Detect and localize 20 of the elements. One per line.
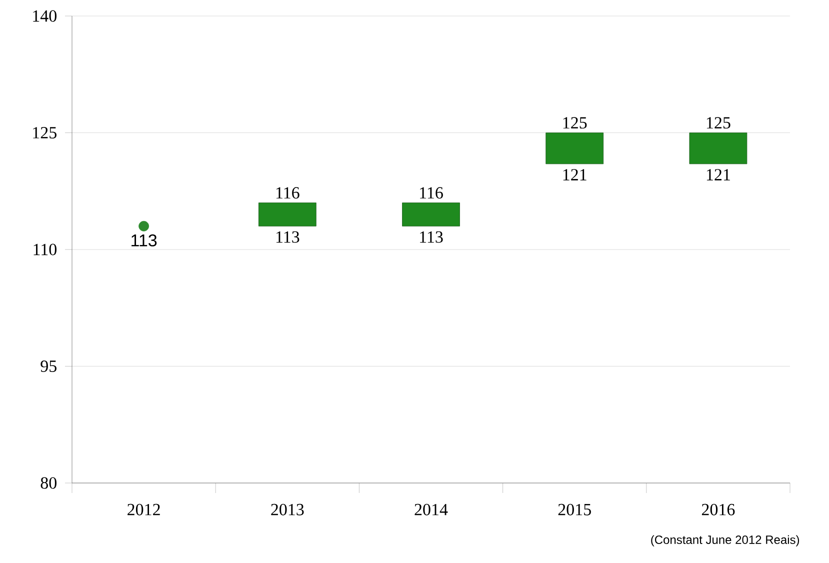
annotation: 113 — [420, 231, 443, 243]
x-tick-label: 2015 — [558, 504, 591, 516]
annotation: 113 — [132, 234, 157, 246]
x-tick-label: 2012 — [128, 504, 160, 516]
annotation: 113 — [276, 231, 300, 243]
x-tick-label: 2016 — [702, 504, 735, 516]
annotation: 116 — [276, 187, 300, 199]
y-tick-label: 125 — [33, 127, 56, 138]
x-tick-label: 2013 — [271, 504, 304, 516]
y-tick-label: 140 — [33, 10, 56, 22]
text: (Constant June 2012 Reais) — [651, 535, 800, 546]
annotation: 121 — [706, 169, 730, 180]
annotation: 125 — [706, 117, 730, 129]
y-tick-label: 110 — [34, 244, 56, 256]
annotation: 125 — [563, 117, 587, 129]
y-tick-label: 95 — [40, 360, 56, 372]
x-tick-label: 2014 — [414, 504, 448, 516]
y-tick-label: 80 — [40, 477, 56, 489]
annotation: 116 — [420, 187, 443, 199]
annotation: 121 — [563, 169, 586, 180]
